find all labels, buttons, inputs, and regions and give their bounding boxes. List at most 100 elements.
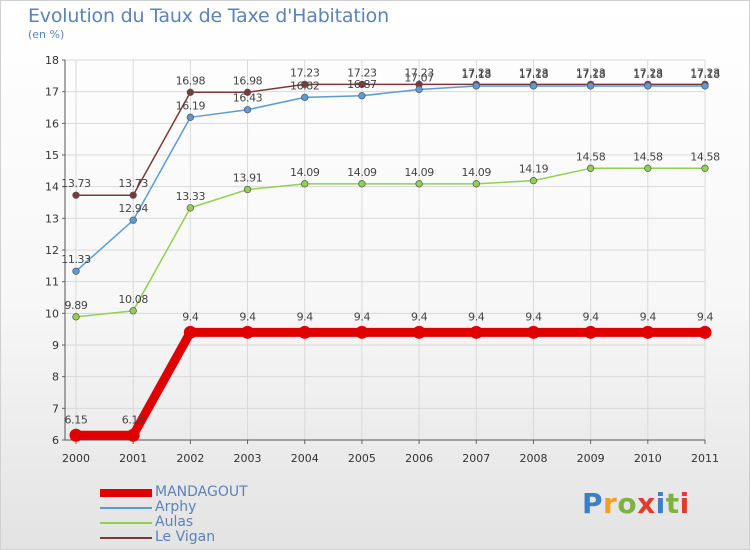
data-label: 17.23 [404,66,434,79]
data-label: 17.07 [404,71,434,84]
y-tick-label: 8 [52,371,59,384]
data-label: 14.58 [633,150,663,163]
data-point [129,216,137,224]
series-line [76,327,705,440]
series-line [75,167,705,318]
data-label: 9.4 [697,310,714,323]
data-point [243,185,252,194]
data-label: 14.09 [462,166,492,179]
legend-label: MANDAGOUT [155,484,248,500]
x-tick-label: 2006 [405,452,433,465]
y-tick-label: 12 [45,244,59,257]
x-tick-label: 2007 [462,452,490,465]
data-label: 13.73 [61,177,91,190]
series-line [76,83,705,196]
data-label: 13.73 [118,177,148,190]
y-tick-label: 7 [52,402,59,415]
data-point [298,325,312,339]
data-label: 13.91 [233,172,263,185]
data-point [586,164,595,172]
x-tick-label: 2009 [577,452,605,465]
data-point [186,88,195,96]
data-point [301,80,309,89]
legend-swatch [100,507,152,509]
data-label: 12.94 [118,202,148,215]
legend-swatch [100,522,152,524]
data-point [358,80,366,89]
series-line [75,85,705,272]
data-label: 9.89 [65,299,88,312]
data-label: 9.4 [411,310,428,323]
data-point [701,82,709,90]
data-point [472,82,480,90]
logo-letter: t [665,487,680,520]
data-label: 17.23 [462,66,492,79]
x-tick-label: 2011 [691,452,719,465]
data-label: 17.23 [347,66,377,79]
data-label: 14.19 [519,163,549,176]
chart-title: Evolution du Taux de Taxe d'Habitation [28,5,389,27]
data-point [641,325,655,339]
data-label: 9.4 [640,310,657,323]
data-point [355,325,369,339]
data-label: 16.19 [176,99,206,112]
y-tick-label: 9 [52,339,59,352]
data-point [358,92,366,100]
data-label: 17.23 [633,66,663,79]
data-point [126,428,140,442]
y-tick-label: 16 [45,117,59,130]
data-point [186,204,195,212]
data-label: 6.15 [122,413,145,426]
data-point [243,88,252,96]
data-label: 9.4 [182,310,199,323]
data-point [358,180,366,188]
data-point [469,325,483,339]
data-label: 17.23 [519,66,549,79]
legend-label: Aulas [155,514,194,530]
data-label: 17.18 [576,68,606,81]
data-point [301,93,309,102]
data-label: 14.09 [347,166,377,179]
x-tick-label: 2008 [519,452,547,465]
y-tick-label: 17 [45,86,59,99]
data-point [301,180,309,188]
data-point [529,176,538,185]
x-tick-label: 2004 [291,452,319,465]
data-point [69,428,83,442]
y-tick-label: 18 [45,54,59,67]
data-label: 17.23 [290,66,320,79]
data-label: 11.33 [61,253,91,266]
data-point [72,191,80,199]
logo-letter: P [582,487,604,520]
data-label: 17.23 [576,66,606,79]
y-tick-label: 15 [45,149,59,162]
y-tick-label: 14 [45,181,59,194]
x-tick-label: 2010 [634,452,662,465]
y-tick-label: 6 [52,434,59,447]
logo-letter: o [617,487,638,520]
legend-label: Le Vigan [155,529,216,545]
data-point [644,164,652,172]
data-label: 10.08 [118,293,148,306]
x-tick-label: 2003 [234,452,262,465]
logo-letter: i [679,487,690,520]
x-tick-label: 2005 [348,452,376,465]
x-tick-label: 2002 [176,452,204,465]
data-point [72,267,80,275]
data-label: 13.33 [176,190,206,203]
data-label: 9.4 [354,310,371,323]
data-label: 16.43 [233,92,263,105]
data-label: 9.4 [468,310,485,323]
data-label: 16.82 [290,79,320,92]
data-point [586,82,595,90]
data-label: 14.58 [576,150,606,163]
data-label: 14.58 [690,150,720,163]
legend-swatch [100,489,152,497]
data-label: 14.09 [290,166,320,179]
y-axis-unit-label: (en %) [28,28,65,41]
data-point [129,307,137,315]
data-point [415,180,423,188]
data-point [72,313,80,321]
data-label: 9.4 [582,310,599,323]
data-point [472,180,480,188]
